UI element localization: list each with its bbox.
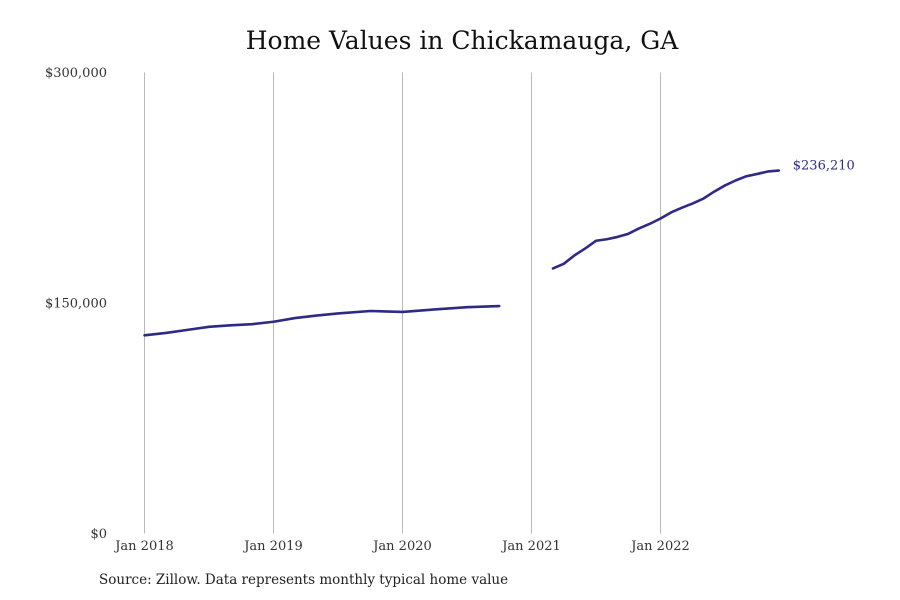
x-tick-label: Jan 2020 [371, 539, 432, 554]
series-line-segment-1 [551, 169, 781, 270]
y-tick-label: $300,000 [45, 66, 107, 81]
x-tick-label: Jan 2021 [500, 539, 561, 554]
chart-title: Home Values in Chickamauga, GA [245, 26, 679, 55]
x-tick-label: Jan 2018 [113, 539, 174, 554]
y-tick-label: $150,000 [45, 297, 107, 312]
series-line-segment-0 [143, 304, 501, 337]
x-tick-label: Jan 2022 [629, 539, 690, 554]
series-lines [143, 169, 781, 337]
x-axis-ticks: Jan 2018 Jan 2019 Jan 2020 Jan 2021 Jan 2022 [113, 539, 690, 554]
source-note: Source: Zillow. Data represents monthly … [99, 572, 509, 588]
gridlines [144, 72, 661, 534]
y-axis-ticks: $0 $150,000 $300,000 [45, 66, 107, 542]
end-value-label: $236,210 [793, 159, 855, 174]
y-tick-label: $0 [90, 527, 107, 542]
x-tick-label: Jan 2019 [242, 539, 303, 554]
